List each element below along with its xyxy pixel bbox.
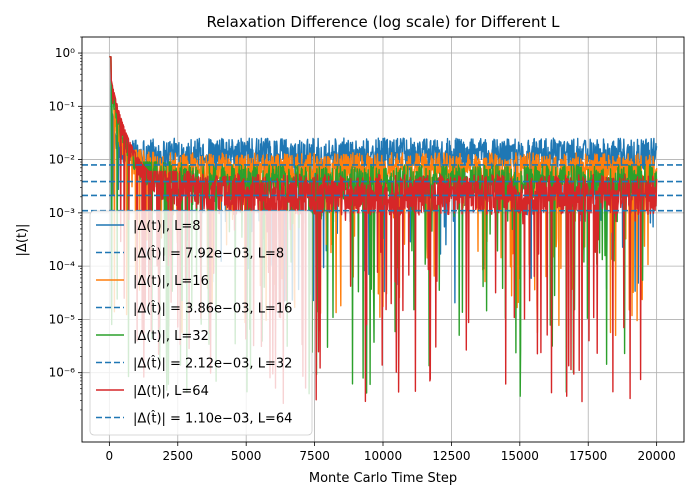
y-tick-label: 10⁰	[55, 46, 75, 60]
x-tick-label: 17500	[569, 449, 607, 463]
x-tick-label: 12500	[432, 449, 470, 463]
x-tick-label: 2500	[162, 449, 193, 463]
legend-label: |Δ(t̂)| = 2.12e−03, L=32	[133, 356, 292, 371]
legend-label: |Δ(t)|, L=16	[133, 274, 209, 289]
legend-label: |Δ(t)|, L=8	[133, 219, 201, 234]
plot-frame	[81, 36, 685, 443]
y-axis-label: |Δ(t)|	[15, 224, 30, 257]
legend-label: |Δ(t̂)| = 1.10e−03, L=64	[133, 411, 292, 426]
y-tick-label: 10⁻²	[49, 153, 76, 167]
legend-label: |Δ(t)|, L=64	[133, 384, 209, 399]
y-tick-label: 10⁻³	[49, 206, 76, 220]
legend-label: |Δ(t̂)| = 3.86e−03, L=16	[133, 301, 292, 316]
y-tick-label: 10⁻¹	[49, 99, 76, 113]
x-tick-label: 15000	[501, 449, 539, 463]
legend-box	[89, 210, 313, 436]
y-tick-label: 10⁻⁵	[49, 312, 76, 326]
y-tick-label: 10⁻⁶	[49, 366, 76, 380]
axis-ticks: 0 2500 5000 7500 10000 12500 15000 17500 20000 10…	[49, 36, 676, 463]
x-tick-label: 5000	[231, 449, 262, 463]
y-tick-label: 10⁻⁴	[49, 259, 76, 273]
chart-title: Relaxation Difference (log scale) for Di…	[206, 13, 560, 31]
legend: |Δ(t)|, L=8 |Δ(t̂)| = 7.92e−03, L=8 |Δ(t)|…	[89, 210, 313, 436]
legend-label: |Δ(t̂)| = 7.92e−03, L=8	[133, 246, 284, 261]
legend-label: |Δ(t)|, L=32	[133, 329, 209, 344]
x-axis-label: Monte Carlo Time Step	[309, 471, 457, 486]
x-tick-label: 10000	[364, 449, 402, 463]
x-tick-label: 7500	[299, 449, 330, 463]
x-tick-label: 0	[106, 449, 114, 463]
x-tick-label: 20000	[638, 449, 676, 463]
